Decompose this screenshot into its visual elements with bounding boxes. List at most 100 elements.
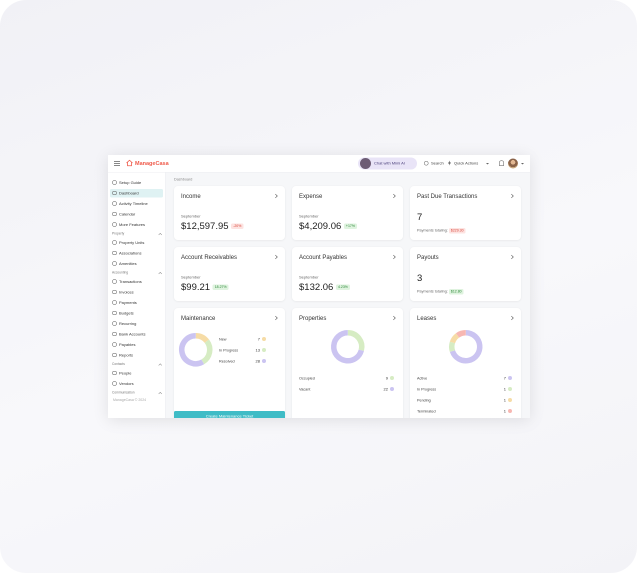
nav-item[interactable]: Vendors [110, 380, 163, 389]
period: September [299, 275, 319, 280]
chevron[interactable] [273, 254, 278, 260]
donut-segment[interactable] [347, 330, 365, 351]
nav-item[interactable]: Invoices [110, 288, 163, 297]
chevron[interactable] [391, 254, 396, 260]
donut-segment[interactable] [448, 341, 455, 352]
nav-item[interactable]: Transactions [110, 278, 163, 287]
legend-label: Vacant [299, 387, 311, 392]
chevron[interactable] [509, 315, 514, 321]
nav-item[interactable]: Setup Guide [110, 179, 163, 188]
donut-segment[interactable] [179, 333, 205, 367]
legend-label: Occupied [299, 376, 315, 381]
note-row: Payments totaling: $12.80 [417, 289, 464, 295]
donut-segment[interactable] [455, 330, 466, 338]
card-title: Account Receivables [181, 253, 238, 261]
nav-icon [112, 212, 117, 216]
period: September [181, 214, 201, 219]
legend-dot [508, 387, 512, 391]
quick-actions[interactable]: Quick Actions [454, 161, 479, 166]
summary-card[interactable]: Account Payables September $132.06 4.23% [292, 247, 403, 301]
search[interactable]: Search [431, 161, 444, 166]
nav-label: Payments [119, 300, 137, 306]
chart-card[interactable]: Maintenance New 7 In Progress 13 Resolved 28 Cr… [174, 308, 285, 418]
card-title: Leases [417, 314, 437, 322]
create-button[interactable]: Create Maintenance Ticket [174, 411, 285, 418]
nav-item[interactable]: Payments [110, 299, 163, 308]
legend-value: 13 [255, 348, 260, 353]
amount: $4,209.06 [299, 221, 342, 232]
chevron[interactable] [509, 254, 514, 260]
amount: $99.21 [181, 282, 211, 293]
chat-button[interactable]: Chat with Mimi AI [358, 157, 417, 170]
summary-card[interactable]: Account Receivables September $99.21 18.27… [174, 247, 285, 301]
summary-card[interactable]: Expense September $4,209.06 +17% [292, 186, 403, 240]
user-avatar[interactable] [508, 158, 518, 169]
section-header[interactable]: Communication [112, 391, 135, 395]
breadcrumb[interactable]: Dashboard [174, 177, 193, 182]
nav-item[interactable]: Amenities [110, 260, 163, 269]
legend-value: 22 [383, 387, 388, 392]
app-window: ManageCasa Chat with Mimi AI Search Quic… [108, 155, 530, 418]
notifications[interactable] [499, 160, 504, 166]
legend-label: Resolved [219, 359, 235, 364]
card-title: Income [181, 192, 201, 200]
chevron[interactable] [391, 315, 396, 321]
amount-row: $12,597.95 -20% [181, 221, 244, 232]
legend-value: 28 [255, 359, 260, 364]
chart-card[interactable]: Leases Active 7 In Progress 1 Pending 1 Termina… [410, 308, 521, 418]
section-header[interactable]: Contacts [112, 362, 125, 367]
menu-icon[interactable] [114, 161, 120, 162]
legend-dot [262, 348, 266, 352]
section-caret [158, 363, 163, 368]
nav-label: More Features [119, 222, 146, 228]
chevron[interactable] [273, 193, 278, 199]
amount: $132.06 [299, 282, 334, 293]
nav-item[interactable]: People [110, 369, 163, 378]
card-title: Maintenance [181, 314, 216, 322]
legend-label: New [219, 337, 227, 342]
total-badge: $229.30 [448, 228, 466, 234]
period: September [181, 275, 201, 280]
nav-item[interactable]: Property Units [110, 239, 163, 248]
nav-label: Invoices [119, 290, 134, 295]
nav-item[interactable]: Reports [110, 351, 163, 360]
summary-card[interactable]: Payouts 3 Payments totaling: $12.80 [410, 247, 521, 301]
nav-item[interactable]: Associations [110, 249, 163, 258]
chevron[interactable] [273, 315, 278, 321]
legend-dot [262, 337, 266, 341]
note: Payments totaling: [417, 289, 448, 294]
nav-label: Property Units [119, 240, 145, 246]
quick-actions-icon [448, 160, 451, 166]
section-header[interactable]: Property [112, 232, 125, 236]
summary-card[interactable]: Income September $12,597.95 -20% [174, 186, 285, 240]
donut-segment[interactable] [449, 330, 483, 364]
section-header[interactable]: Accounting [112, 271, 129, 275]
card-title: Expense [299, 192, 323, 200]
nav-icon [112, 321, 117, 326]
chart-card[interactable]: Properties Occupied 9 Vacant 22 [292, 308, 403, 418]
summary-card[interactable]: Past Due Transactions 7 Payments totaling:… [410, 186, 521, 240]
nav-item[interactable]: Recurring [110, 320, 163, 329]
card-title: Properties [299, 314, 327, 322]
sidebar: Setup Guide Dashboard Activity Timeline Cal… [108, 172, 166, 418]
nav-item[interactable]: Calendar [110, 210, 163, 219]
donut-segment[interactable] [449, 333, 460, 344]
donut-segment[interactable] [195, 333, 210, 344]
nav-label: Calendar [119, 212, 136, 217]
logo[interactable]: ManageCasa [135, 160, 169, 167]
chevron[interactable] [391, 193, 396, 199]
legend-dot [508, 376, 512, 380]
nav-item[interactable]: Activity Timeline [110, 200, 163, 209]
nav-item[interactable]: More Features [110, 221, 163, 230]
nav-item[interactable]: Payables [110, 341, 163, 350]
nav-item[interactable]: Dashboard [110, 189, 163, 198]
chevron[interactable] [509, 193, 514, 199]
donut-segment[interactable] [330, 330, 364, 364]
nav-icon [112, 251, 117, 255]
nav-item[interactable]: Budgets [110, 309, 163, 318]
donut-segment[interactable] [201, 339, 213, 365]
nav-item[interactable]: Bank Accounts [110, 330, 163, 339]
card-title: Past Due Transactions [417, 192, 478, 200]
